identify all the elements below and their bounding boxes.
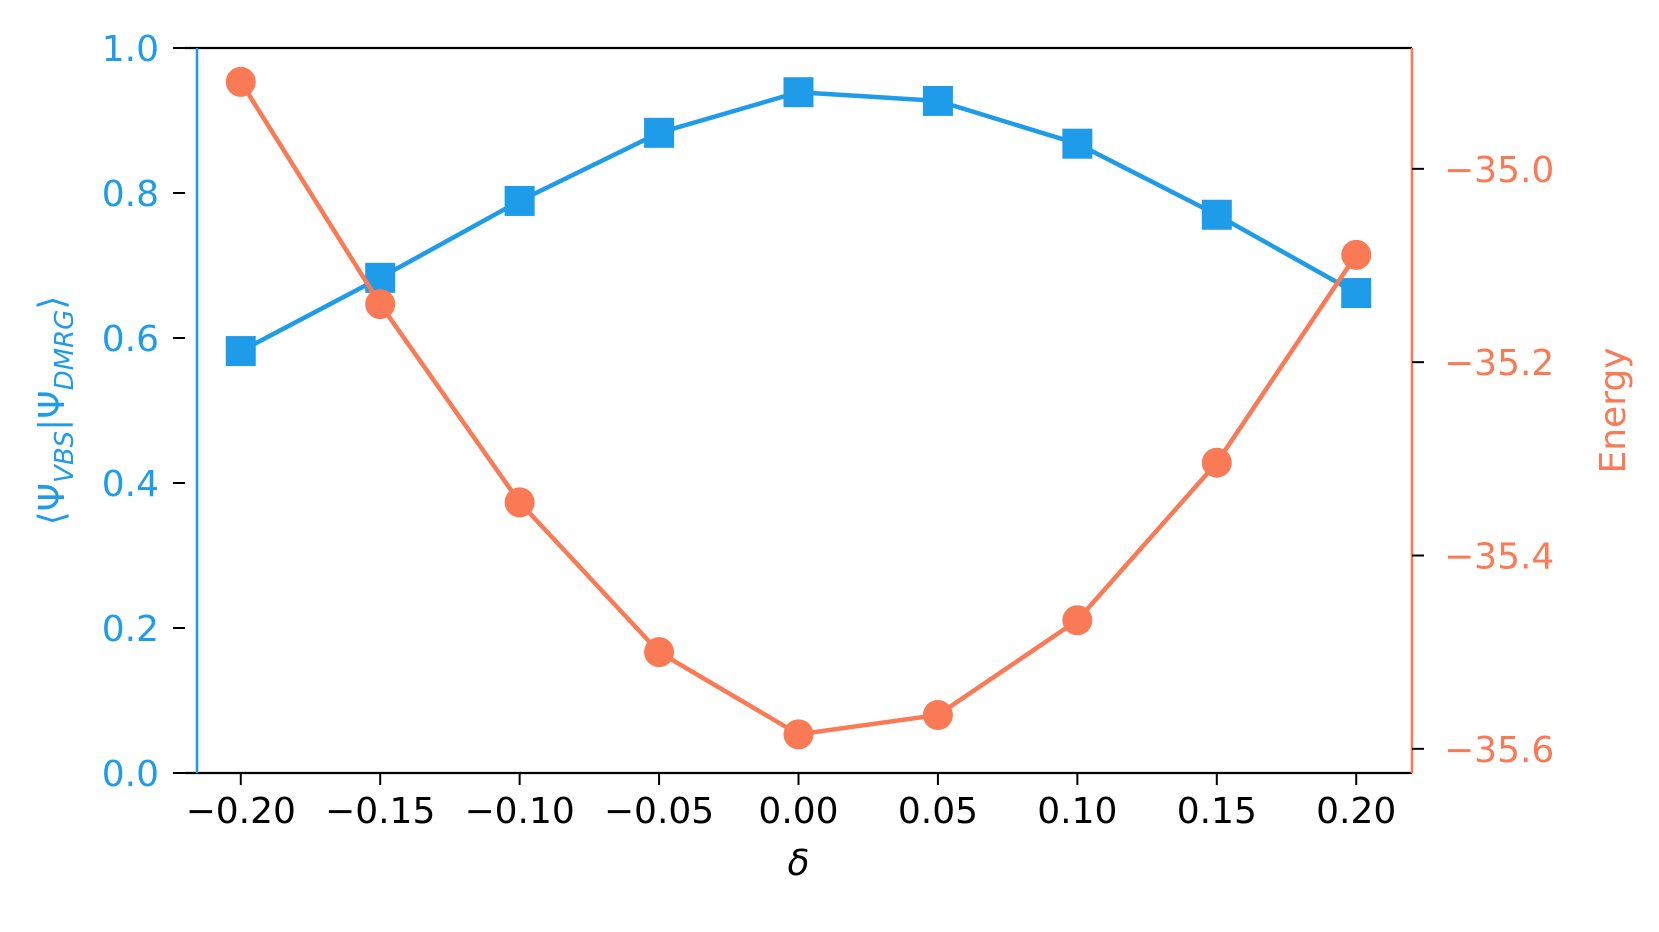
x-tick-label: −0.10 bbox=[464, 791, 574, 832]
left-y-tick-label: 0.6 bbox=[102, 319, 159, 360]
overlap-series-point bbox=[504, 185, 535, 216]
left-y-axis-title: ⟨ΨVBS|ΨDMRG⟩ bbox=[32, 296, 80, 526]
energy-series-point bbox=[1062, 605, 1093, 636]
left-y-axis: 0.0 0.2 0.4 0.6 0.8 1.0 bbox=[102, 29, 185, 795]
left-y-title-subscript: VBS bbox=[50, 431, 80, 483]
overlap-series-point bbox=[783, 77, 814, 108]
energy-series-point bbox=[922, 700, 953, 730]
energy-series-line bbox=[238, 80, 1359, 737]
energy-series-point bbox=[644, 637, 675, 668]
right-y-tick-label: −35.0 bbox=[1444, 150, 1554, 191]
x-tick-label: 0.10 bbox=[1037, 791, 1117, 832]
left-y-tick-label: 0.2 bbox=[102, 609, 159, 650]
right-y-axis-title: Energy bbox=[1593, 347, 1634, 473]
overlap-series-point bbox=[225, 336, 256, 367]
left-y-title-part: ⟩ bbox=[32, 296, 73, 310]
left-y-tick-label: 0.0 bbox=[102, 754, 159, 795]
left-y-tick-label: 0.8 bbox=[102, 174, 159, 215]
right-y-tick-label: −35.4 bbox=[1444, 537, 1554, 578]
x-tick-label: −0.20 bbox=[186, 791, 296, 832]
left-y-title-part: |Ψ bbox=[32, 390, 73, 430]
overlap-series-point bbox=[644, 117, 675, 148]
x-tick-label: −0.15 bbox=[325, 791, 435, 832]
energy-series-point bbox=[225, 66, 256, 97]
x-tick-label: 0.05 bbox=[898, 791, 978, 832]
energy-series-point bbox=[1201, 447, 1232, 478]
plot-frame bbox=[185, 46, 1414, 775]
left-y-tick-label: 1.0 bbox=[102, 29, 159, 70]
energy-series-point bbox=[783, 719, 814, 750]
energy-series-point bbox=[504, 487, 535, 518]
energy-series-point bbox=[365, 289, 396, 320]
left-y-tick-label: 0.4 bbox=[102, 464, 159, 505]
overlap-series-point bbox=[922, 85, 953, 116]
x-tick-label: 0.20 bbox=[1316, 791, 1396, 832]
right-y-tick-label: −35.2 bbox=[1444, 343, 1554, 384]
x-tick-label: 0.00 bbox=[758, 791, 838, 832]
right-y-axis: −35.0 −35.2 −35.4 −35.6 bbox=[1412, 150, 1554, 771]
x-axis: −0.20 −0.15 −0.10 −0.05 0.00 0.05 0.10 0.15 0.20 bbox=[186, 773, 1396, 832]
left-y-title-subscript: DMRG bbox=[50, 310, 80, 391]
x-axis-title: δ bbox=[787, 843, 809, 884]
overlap-series-point bbox=[1341, 278, 1372, 309]
x-tick-label: −0.05 bbox=[604, 791, 714, 832]
overlap-series-line bbox=[239, 89, 1358, 354]
right-y-tick-label: −35.6 bbox=[1444, 730, 1554, 771]
overlap-series-point bbox=[1201, 199, 1232, 230]
x-tick-label: 0.15 bbox=[1177, 791, 1257, 832]
left-y-title-part: ⟨Ψ bbox=[32, 483, 73, 525]
energy-series-point bbox=[1341, 239, 1372, 270]
series-layer bbox=[225, 66, 1372, 750]
overlap-series-point bbox=[1062, 128, 1093, 159]
